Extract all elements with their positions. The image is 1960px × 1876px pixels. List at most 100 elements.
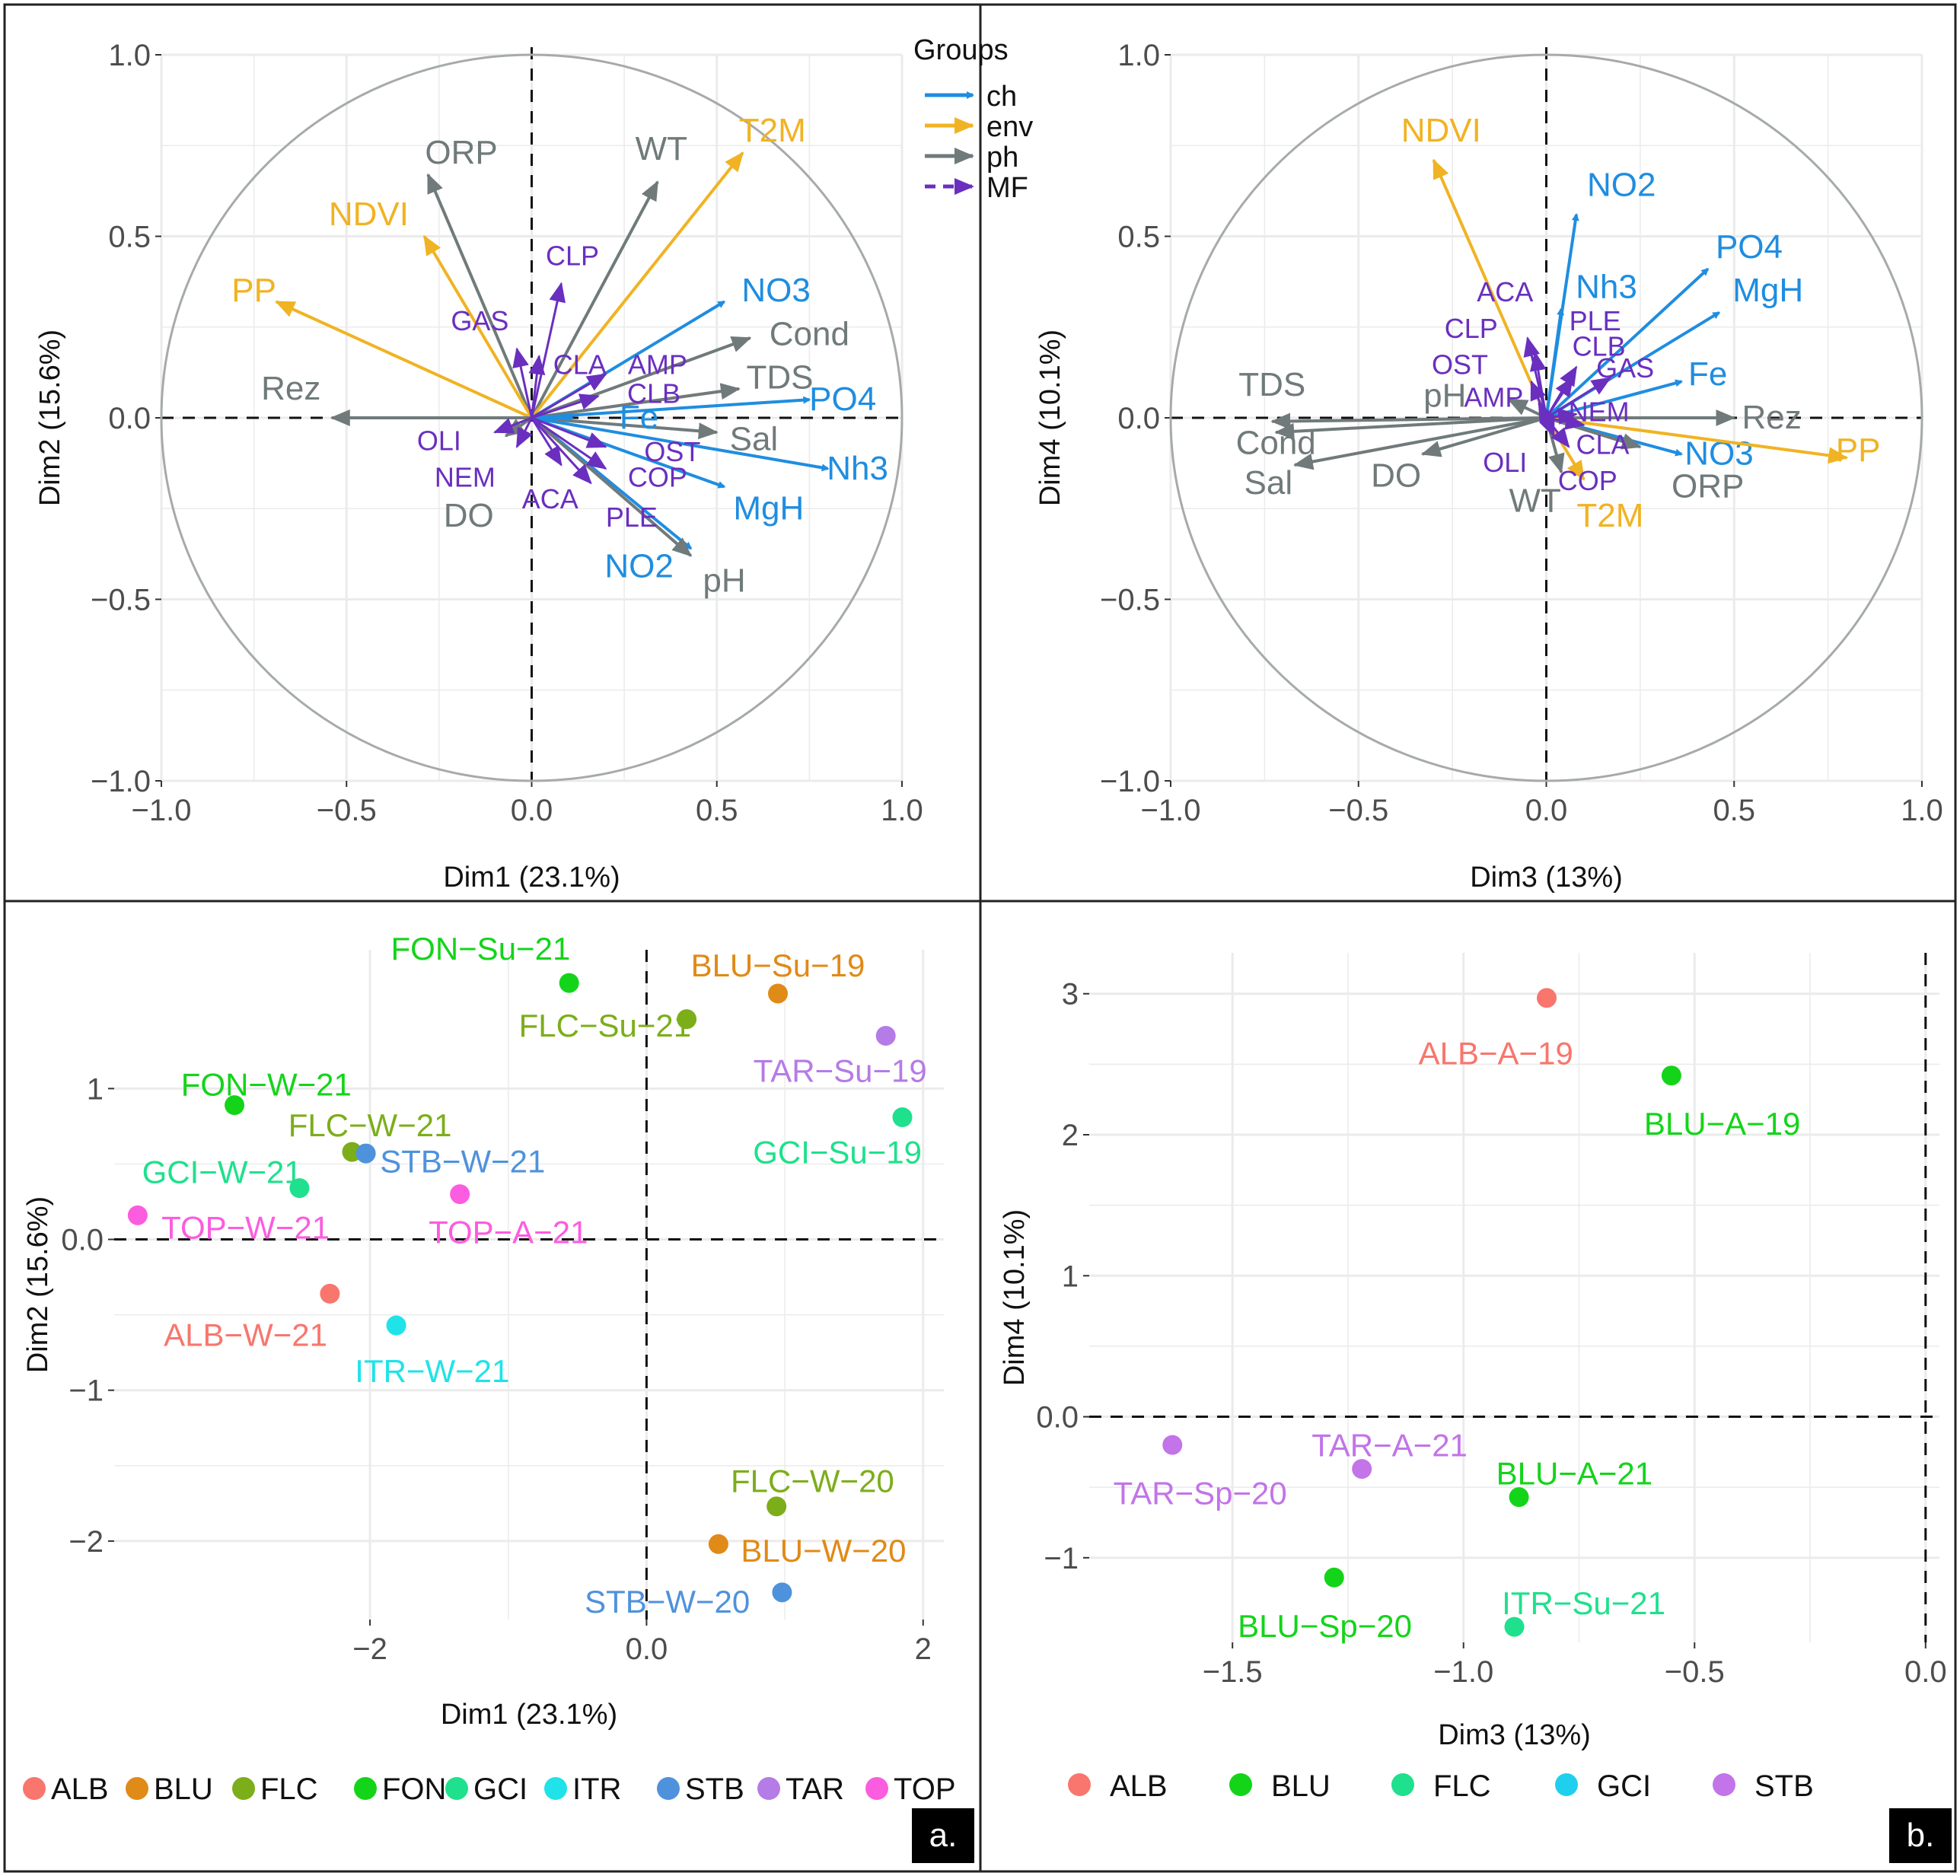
pca12-ytick-label: 1.0 [108,39,151,72]
legend-b-label-blu: BLU [1271,1769,1331,1803]
scores12-point-itr-w-21 [386,1315,406,1336]
pca12-vector-nem [515,417,533,448]
pca34-xtick-label: 0.5 [1713,794,1755,827]
legend-a-key-top [865,1777,888,1800]
groups-legend-label-mf: MF [986,172,1028,204]
chart-pca12: −1.0 −0.5 0.0 0.5 1.0 −1.0 −0.5 0.0 0.5 1.0 Dim1 (… [34,39,923,893]
scores12-point-label-gci-w-21: GCI−W−21 [142,1154,302,1190]
legend-a-key-itr [544,1777,567,1800]
groups-legend-label-ch: ch [986,81,1017,113]
scores34-x-axis-title: Dim3 (13%) [1438,1719,1591,1751]
pca12-xtick-label: −0.5 [317,794,377,827]
scores12-ytick-label: 0.0 [61,1224,104,1257]
pca12-vector-gas [512,347,533,419]
pca12-vector-label-pp: PP [231,272,276,309]
legend-a-label-alb: ALB [51,1772,109,1806]
pca12-vector-label-cla: CLA [553,349,607,380]
pca12-vector-ost [531,416,607,448]
legend-b-label-alb: ALB [1110,1769,1168,1803]
pca12-vector-sal [531,416,719,440]
legend-b-key-blu [1229,1773,1252,1796]
legend-a-label-blu: BLU [154,1772,213,1806]
scores12-grid [114,950,944,1620]
pca12-vector-ndvi [422,234,534,419]
scores34-ytick-label: 3 [1062,978,1079,1011]
scores12-xtick-label: 0.0 [626,1632,668,1666]
panel-letter-b-text: b. [1907,1817,1935,1854]
scores12-point-blu-w-20 [708,1534,728,1554]
scores12-point-alb-w-21 [320,1283,340,1304]
legend-scores12: ALB BLU FLC FON GCI ITR STB TAR TOP [23,1772,956,1806]
pca12-vector-label-nh3: Nh3 [827,450,888,487]
legend-b-label-flc: FLC [1433,1769,1491,1803]
scores12-point-flc-w-20 [766,1496,787,1517]
pca34-vector-label-ndvi: NDVI [1401,112,1481,149]
pca34-vector-nh3 [1544,307,1565,419]
pca34-vector-label-tds: TDS [1238,366,1305,403]
scores34-xtick-label: −1.0 [1433,1655,1493,1689]
pca34-ytick-label: 0.5 [1117,221,1160,254]
legend-a-key-blu [126,1777,148,1800]
pca12-vector-label-clp: CLP [546,240,599,271]
pca12-vector-label-no3: NO3 [741,272,810,309]
scores34-point-itr-su-21 [1504,1616,1525,1637]
legend-a-key-stb [657,1777,680,1800]
pca34-vector-tds [1270,412,1547,430]
groups-legend-label-ph: ph [986,142,1018,174]
pca34-vector-label-orp: ORP [1672,468,1744,505]
pca34-xtick-label: 0.0 [1525,794,1568,827]
pca34-vector-label-ost: OST [1432,349,1488,380]
pca34-vector-label-clp: CLP [1445,313,1498,344]
scores12-xtick-label: 2 [915,1632,932,1666]
scores12-point-stb-w-20 [772,1582,792,1603]
pca34-vector-label-cond: Cond [1236,424,1316,461]
pca34-vector-label-po4: PO4 [1716,228,1783,266]
pca34-vector-pp [1546,416,1849,464]
legend-a-label-stb: STB [685,1772,744,1806]
legend-a-label-tar: TAR [786,1772,844,1806]
scores12-point-label-stb-w-21: STB−W−21 [380,1143,545,1179]
pca12-vector-label-tds: TDS [746,359,813,397]
pca12-vector-label-wt: WT [636,130,687,167]
scores12-point-top-a-21 [450,1184,470,1205]
scores12-point-fon-w-21 [225,1095,245,1116]
scores12-ytick-label: −2 [69,1525,104,1559]
scores34-ytick-label: 2 [1062,1119,1079,1152]
pca34-vector-label-rez: Rez [1742,399,1801,436]
pca34-vector-label-fe: Fe [1688,355,1727,393]
pca34-vector-label-cop: COP [1558,465,1617,496]
pca34-unit-circle [1169,53,1923,782]
pca34-vector-label-amp: AMP [1464,381,1523,412]
legend-a-label-gci: GCI [473,1772,527,1806]
scores12-ytick-label: 1 [87,1072,104,1106]
pca34-y-axis-title: Dim4 (10.1%) [1034,330,1066,506]
pca12-ytick-label: −0.5 [91,584,151,617]
legend-a-label-flc: FLC [260,1772,318,1806]
scores12-x-axis-title: Dim1 (23.1%) [441,1699,617,1731]
scores12-point-blu-su-19 [768,983,788,1004]
pca34-ytick-label: 1.0 [1117,39,1160,72]
scores34-y-axis-title: Dim4 (10.1%) [999,1209,1031,1386]
scores34-point-blu-a-21 [1509,1487,1529,1508]
pca34-vector-gas [1545,377,1612,419]
pca34-vector-label-sal: Sal [1245,464,1293,502]
pca12-vector-label-nem: NEM [435,461,496,492]
legend-a-label-fon: FON [382,1772,446,1806]
scores12-point-label-fon-w-21: FON−W−21 [181,1066,352,1102]
scores12-point-flc-su-21 [677,1009,697,1030]
pca12-vector-ple [531,416,592,485]
pca34-xtick-label: −0.5 [1328,794,1388,827]
pca12-vector-cla [528,354,546,419]
pca12-vector-label-cop: COP [628,461,687,492]
scores34-xtick-label: 0.0 [1904,1655,1947,1689]
pca12-vector-pp [274,300,533,419]
scores12-point-label-top-a-21: TOP−A−21 [429,1215,588,1250]
legend-b-key-flc [1391,1773,1414,1796]
pca12-vector-wt [530,180,659,419]
pca34-vector-amp [1538,402,1555,424]
pca34-vector-sal [1292,416,1547,470]
pca12-vector-label-t2m: T2M [739,112,806,149]
legend-scores34: ALB BLU FLC GCI STB [1068,1769,1814,1803]
pca12-vector-nh3 [531,416,830,472]
